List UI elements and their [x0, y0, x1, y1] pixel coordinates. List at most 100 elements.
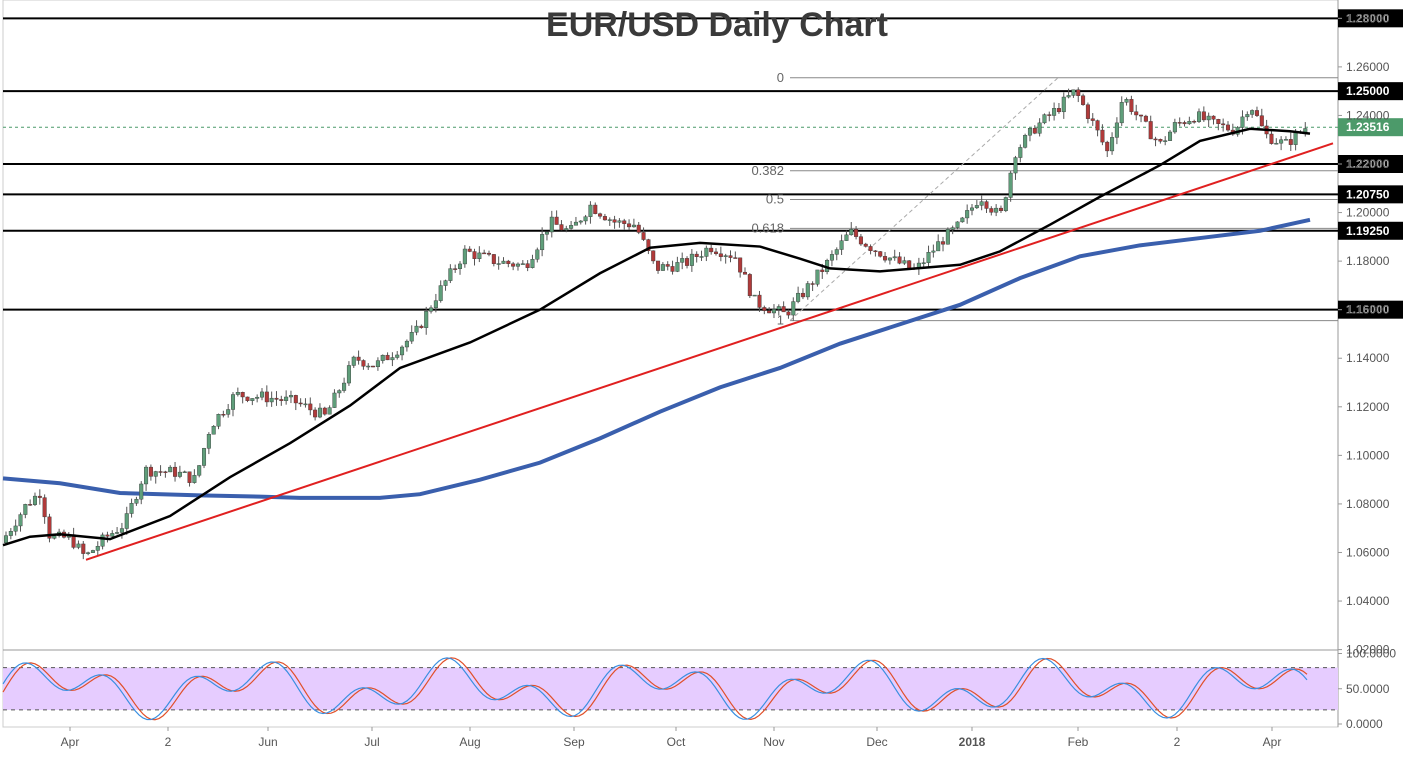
candle [1129, 95, 1134, 115]
candle-body [95, 545, 100, 551]
candle [767, 307, 772, 314]
candle-body [1114, 122, 1119, 138]
candle [1085, 102, 1090, 124]
current-price-label: 1.23516 [1346, 120, 1390, 134]
candle-body [762, 307, 767, 311]
candle-body [298, 402, 303, 405]
candle-body [573, 221, 578, 226]
chart-title: EUR/USD Daily Chart [546, 6, 888, 44]
candle [1158, 138, 1163, 144]
time-tick-label: Nov [763, 735, 784, 749]
candle-body [395, 354, 400, 358]
candle [1027, 127, 1032, 142]
fib-label: 0.382 [751, 163, 784, 178]
candle-body [158, 471, 163, 473]
candle [496, 256, 501, 270]
candle-body [487, 252, 492, 255]
candle [458, 261, 463, 275]
candle-body [211, 426, 216, 435]
candle-body [1172, 122, 1177, 133]
candle [646, 238, 651, 255]
candle-body [839, 240, 844, 250]
candle-body [52, 535, 57, 539]
candle [395, 351, 400, 360]
candle-body [704, 247, 709, 257]
candle [18, 512, 23, 532]
candle-body [1206, 115, 1211, 121]
candle-body [482, 252, 487, 255]
candle-body [883, 256, 888, 261]
candle [970, 203, 975, 216]
candle [738, 257, 743, 278]
candle [1197, 108, 1202, 123]
candle [119, 522, 124, 539]
candle-body [1056, 108, 1061, 113]
candle [284, 390, 289, 405]
candle [1221, 118, 1226, 132]
candle [660, 262, 665, 271]
fib-label: 0.618 [751, 220, 784, 235]
candle-body [192, 475, 197, 483]
candle [728, 250, 733, 263]
candle [1206, 112, 1211, 128]
candle-body [148, 466, 153, 477]
candle-body [346, 365, 351, 384]
candle [1095, 119, 1100, 137]
candle [1177, 117, 1182, 127]
candle [525, 260, 530, 272]
candle-body [231, 394, 236, 410]
candle [878, 251, 883, 258]
candle-body [665, 264, 670, 267]
time-tick-label: Apr [1263, 735, 1282, 749]
fib-label: 0.5 [766, 191, 784, 206]
time-tick-label: Oct [667, 735, 686, 749]
candle [177, 465, 182, 479]
time-tick-label: Aug [459, 735, 480, 749]
candle-body [602, 216, 607, 221]
candle [1134, 104, 1139, 121]
candle-body [622, 220, 627, 224]
candle-body [685, 258, 690, 266]
candle-body [1119, 102, 1124, 124]
candle-body [400, 346, 405, 356]
candle-body [617, 220, 622, 223]
candle-body [453, 268, 458, 270]
candle-body [941, 241, 946, 245]
candles-layer[interactable] [3, 87, 1308, 560]
candle [71, 527, 76, 550]
candle [429, 305, 434, 314]
candle [791, 297, 796, 321]
candle [153, 470, 158, 484]
candle [979, 195, 984, 211]
candle [245, 396, 250, 403]
candle-body [945, 229, 950, 245]
candle-body [76, 543, 81, 548]
candle [535, 247, 540, 263]
candle-body [433, 300, 438, 309]
candle [631, 218, 636, 228]
candle [810, 281, 815, 292]
candle-body [810, 283, 815, 285]
candle-body [709, 247, 714, 253]
candle-body [936, 241, 941, 252]
candle [1192, 119, 1197, 124]
candle [221, 410, 226, 418]
candle [805, 281, 810, 300]
candle [1105, 140, 1110, 158]
candle-body [578, 220, 583, 223]
candle [206, 432, 211, 455]
candle [1018, 144, 1023, 163]
candle-body [675, 262, 680, 272]
candle-body [646, 239, 651, 251]
candle [139, 481, 144, 505]
candle-body [742, 271, 747, 275]
candle [1139, 114, 1144, 123]
candle-body [1153, 138, 1158, 141]
candle [675, 256, 680, 273]
candle-body [327, 407, 332, 415]
trendline-layer [85, 142, 1334, 561]
candle [477, 246, 482, 263]
candle-body [960, 217, 965, 223]
price-tick-label: 1.16000 [1346, 303, 1390, 317]
candle-body [849, 229, 854, 236]
